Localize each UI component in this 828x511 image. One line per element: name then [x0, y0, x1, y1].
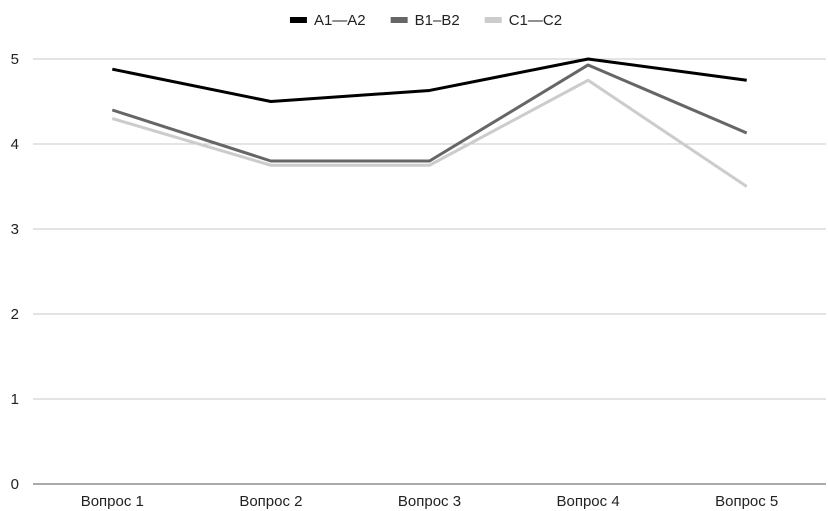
x-tick-label: Вопрос 5 — [715, 493, 778, 510]
x-tick-label: Вопрос 2 — [239, 493, 302, 510]
legend-label: B1–B2 — [415, 12, 460, 29]
x-tick-label: Вопрос 4 — [557, 493, 620, 510]
y-tick-label: 3 — [11, 221, 19, 238]
y-tick-label: 5 — [11, 51, 19, 68]
x-tick-label: Вопрос 1 — [81, 493, 144, 510]
x-axis-ticks: Вопрос 1 Вопрос 2 Вопрос 3 Вопрос 4 Вопрос 5 — [81, 493, 779, 510]
series-line-3 — [111, 78, 748, 188]
legend-swatch — [390, 17, 408, 23]
legend-label: A1—A2 — [314, 12, 366, 29]
y-tick-label: 2 — [11, 306, 19, 323]
series-lines — [111, 57, 748, 188]
series-line-1 — [112, 57, 747, 103]
legend-swatch — [289, 17, 307, 23]
legend: A1—A2 B1–B2 C1—C2 — [289, 12, 562, 29]
y-tick-label: 4 — [11, 136, 19, 153]
x-tick-label: Вопрос 3 — [398, 493, 461, 510]
y-axis-ticks: 0 1 2 3 4 5 — [11, 51, 19, 493]
legend-label: C1—C2 — [509, 12, 562, 29]
y-tick-label: 0 — [11, 476, 19, 493]
grid — [33, 58, 826, 485]
y-tick-label: 1 — [11, 391, 19, 408]
legend-swatch — [484, 17, 502, 23]
